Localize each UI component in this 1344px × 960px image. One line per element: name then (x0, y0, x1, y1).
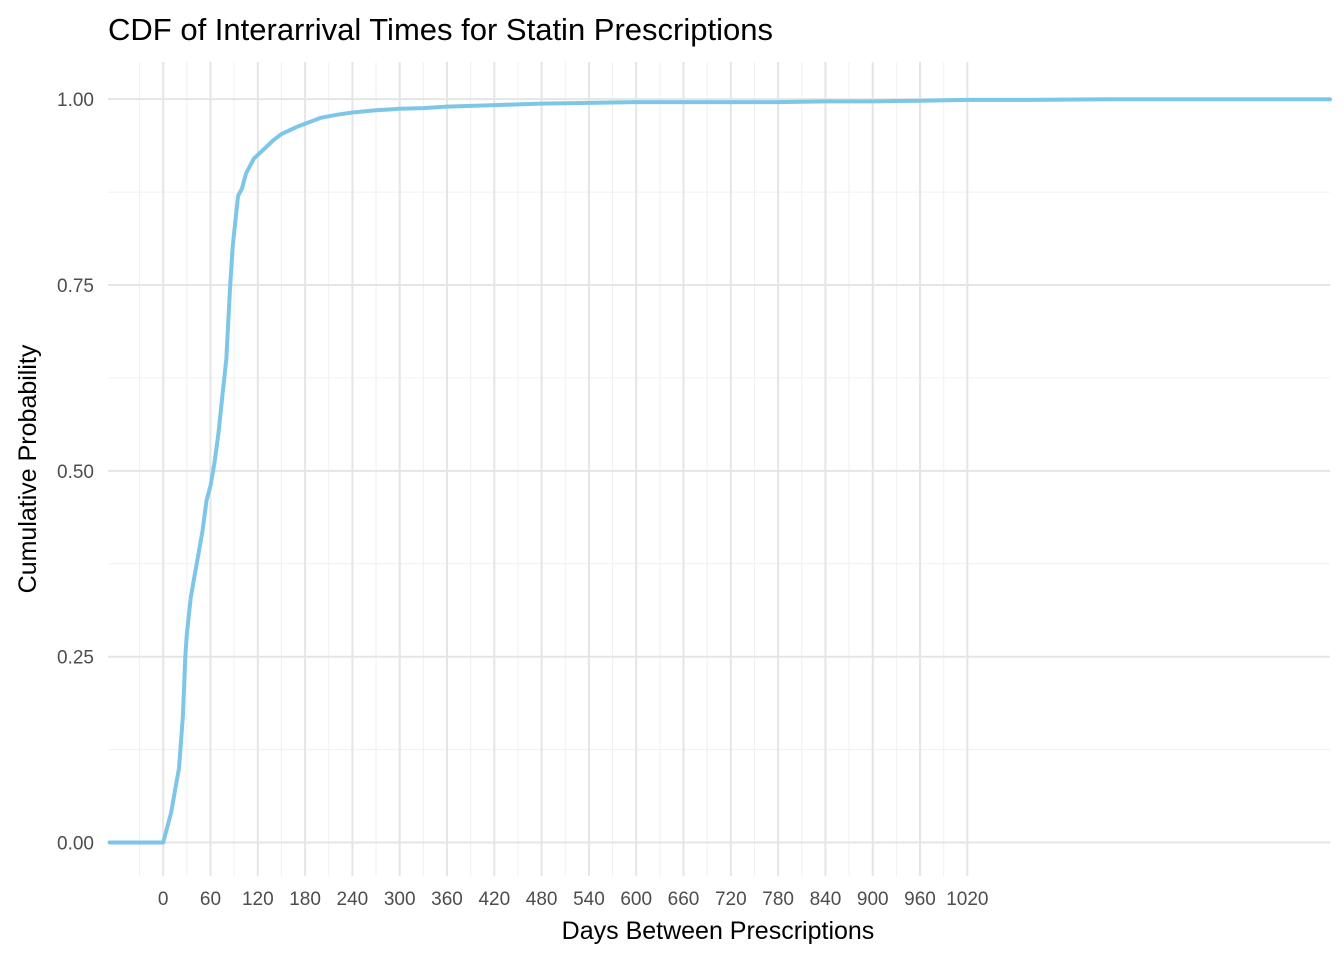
y-axis-title: Cumulative Probability (14, 344, 42, 593)
minor-y-gridlines (108, 191, 1330, 751)
x-tick-label: 180 (289, 889, 321, 910)
x-tick-label: 960 (904, 889, 936, 910)
x-tick-label: 540 (573, 889, 605, 910)
x-tick-label: 240 (337, 889, 369, 910)
x-tick-label: 1020 (946, 889, 988, 910)
x-tick-label: 720 (715, 889, 747, 910)
chart-title: CDF of Interarrival Times for Statin Pre… (108, 12, 773, 47)
x-axis-tick-labels: 0 60 120 180 240 300 360 420 480 540 600 660 720 780 8… (158, 889, 989, 910)
y-tick-label: 1.00 (57, 90, 94, 111)
x-tick-label: 0 (158, 889, 169, 910)
x-tick-label: 480 (526, 889, 558, 910)
major-x-gridlines (162, 62, 969, 876)
y-tick-label: 0.00 (57, 834, 94, 855)
x-tick-label: 660 (668, 889, 700, 910)
x-tick-label: 120 (242, 889, 274, 910)
cdf-line (107, 97, 1332, 845)
x-tick-label: 900 (857, 889, 889, 910)
y-tick-label: 0.25 (57, 648, 94, 669)
x-axis-title: Days Between Prescriptions (562, 917, 875, 945)
x-tick-label: 840 (810, 889, 842, 910)
x-tick-label: 60 (200, 889, 221, 910)
minor-x-gridlines (139, 62, 945, 876)
x-tick-label: 360 (431, 889, 463, 910)
x-tick-label: 780 (762, 889, 794, 910)
x-tick-label: 300 (384, 889, 416, 910)
x-tick-label: 600 (620, 889, 652, 910)
x-tick-label: 420 (478, 889, 510, 910)
major-y-gridlines (108, 98, 1330, 844)
y-axis-tick-labels: 0.00 0.25 0.50 0.75 1.00 (57, 90, 94, 854)
series-layer (107, 97, 1332, 845)
y-tick-label: 0.50 (57, 462, 94, 483)
y-tick-label: 0.75 (57, 276, 94, 297)
